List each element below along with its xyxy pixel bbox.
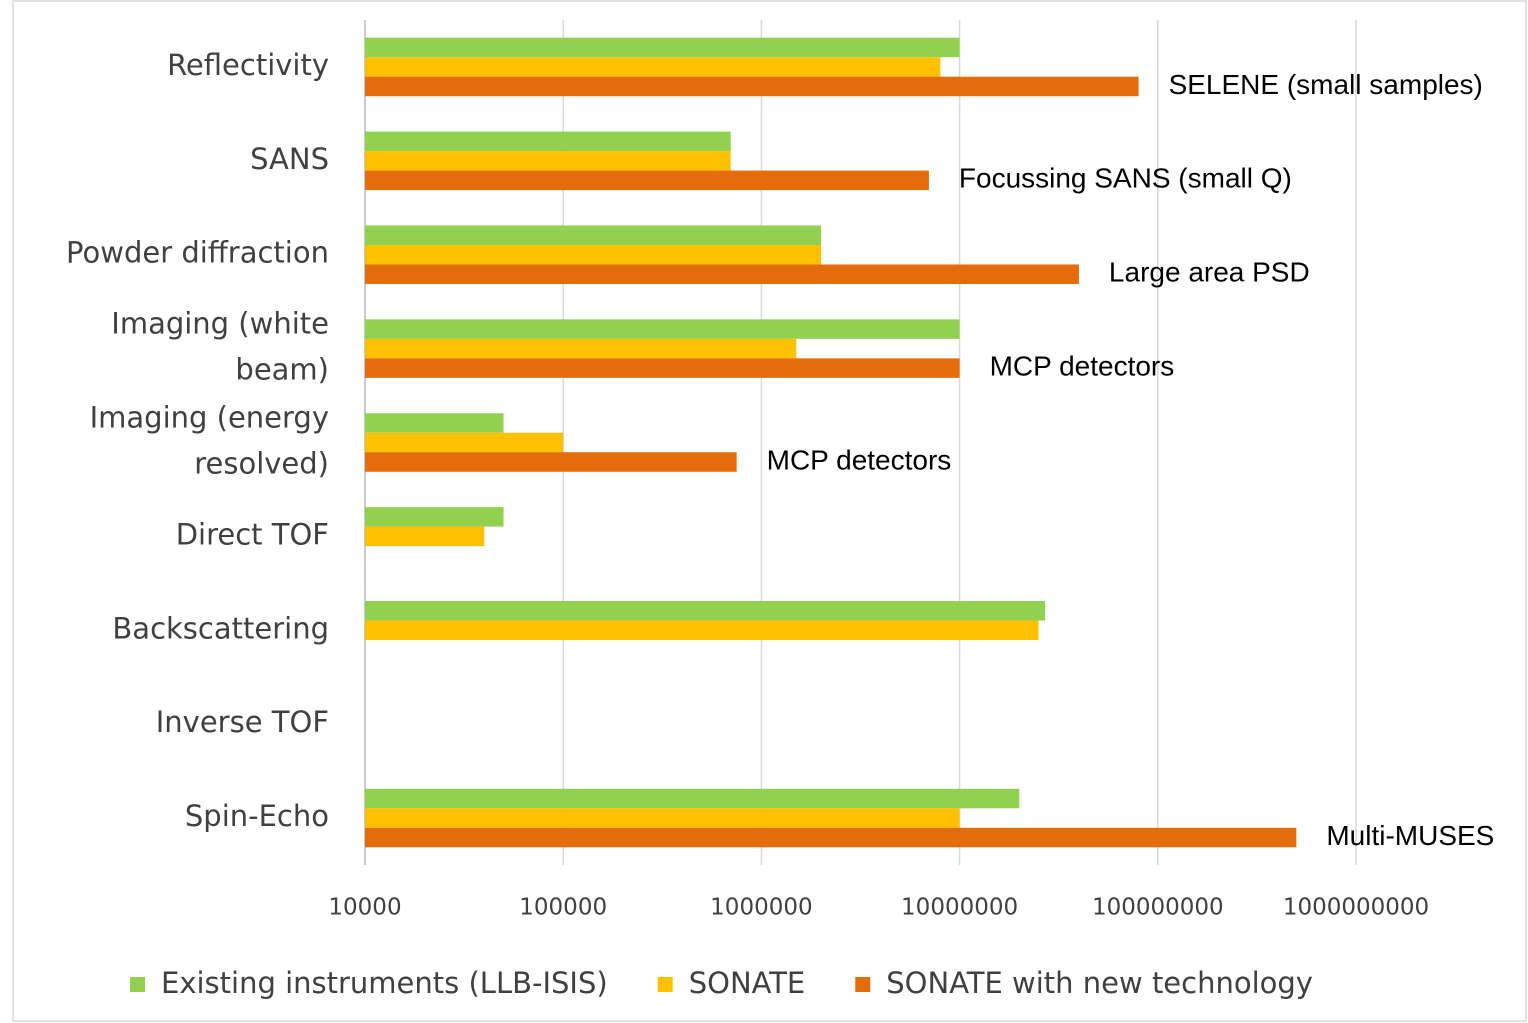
bar [365, 225, 822, 245]
bar [365, 170, 929, 191]
bar [365, 151, 731, 171]
legend-swatch [657, 977, 673, 992]
chart-border [12, 0, 1527, 1022]
bar [365, 827, 1297, 848]
bar [365, 413, 504, 433]
bar [365, 507, 504, 527]
annotation: Focussing SANS (small Q) [959, 163, 1292, 194]
annotation: Multi-MUSES [1326, 820, 1494, 851]
annotation: MCP detectors [767, 444, 952, 475]
x-tick-label: 1000000 [710, 895, 812, 921]
bar [365, 788, 1020, 809]
legend-label: Existing instruments (LLB-ISIS) [161, 966, 608, 1000]
legend-label: SONATE with new technology [886, 966, 1313, 1000]
legend-swatch [855, 977, 871, 992]
bar [365, 808, 960, 828]
bar [365, 319, 960, 339]
x-tick-label: 1000000000 [1283, 895, 1429, 921]
y-tick-label: Inverse TOF [156, 705, 329, 739]
x-tick-label: 10000000 [901, 895, 1018, 921]
bar [365, 76, 1139, 97]
bar [365, 264, 1079, 284]
bar [365, 57, 941, 77]
x-tick-label: 100000 [519, 895, 607, 921]
annotation: Large area PSD [1109, 257, 1310, 288]
legend-swatch [130, 977, 145, 992]
bar [365, 432, 564, 453]
bar [365, 131, 731, 152]
y-tick-label: SANS [250, 142, 329, 176]
bar [365, 37, 960, 58]
annotation: SELENE (small samples) [1169, 69, 1483, 100]
y-tick-label: Imaging (energy resolved) [90, 401, 329, 481]
bar [365, 358, 960, 378]
bar [365, 244, 822, 265]
y-tick-label: Reflectivity [167, 48, 329, 82]
bar [365, 526, 485, 547]
x-tick-label: 10000 [328, 895, 401, 921]
y-tick-label: Direct TOF [176, 517, 329, 551]
bar [365, 338, 797, 359]
y-tick-label: Imaging (white beam) [111, 307, 329, 387]
bar [365, 601, 1046, 621]
annotation: MCP detectors [990, 351, 1175, 382]
y-tick-label: Powder diffraction [66, 236, 329, 270]
x-tick-label: 100000000 [1092, 895, 1224, 921]
bar [365, 620, 1039, 641]
y-tick-label: Spin-Echo [185, 799, 329, 833]
legend-label: SONATE [689, 966, 806, 1000]
y-tick-label: Backscattering [112, 611, 329, 645]
bar [365, 452, 737, 472]
